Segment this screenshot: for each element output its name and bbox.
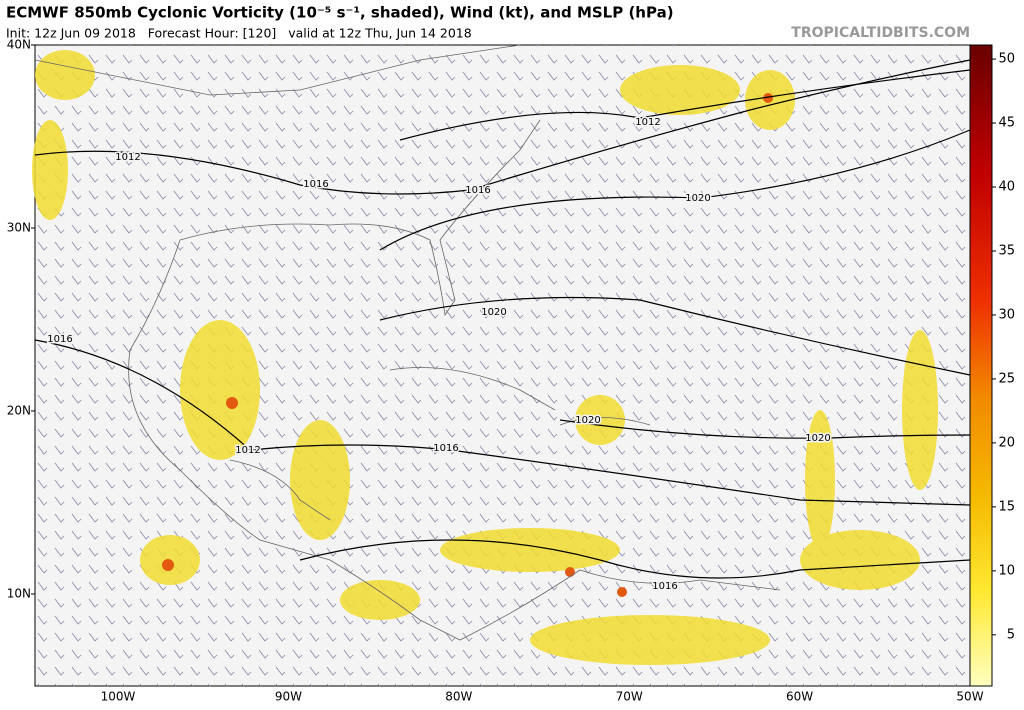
- isobar-label: 1016: [465, 185, 490, 196]
- colorbar-label: 50: [998, 52, 1015, 67]
- colorbar-label: 30: [998, 307, 1015, 322]
- colorbar-label: 20: [998, 435, 1015, 450]
- isobar-label: 1012: [115, 152, 140, 163]
- labels: 40N 30N 20N 10N 100W 90W 80W 70W 60W 50W 1012 1016 1…: [7, 38, 1015, 704]
- isobar-label: 1016: [433, 443, 458, 454]
- isobar-label: 1012: [235, 445, 260, 456]
- lat-label: 40N: [7, 38, 31, 52]
- isobar-label: 1016: [303, 179, 328, 190]
- isobar-label: 1020: [685, 193, 710, 204]
- isobar-label: 1020: [481, 307, 506, 318]
- lat-label: 20N: [7, 404, 31, 418]
- lat-label: 30N: [7, 221, 31, 235]
- title: ECMWF 850mb Cyclonic Vorticity (10⁻⁵ s⁻¹…: [6, 4, 674, 22]
- lon-label: 80W: [445, 690, 472, 704]
- colorbar-label: 25: [998, 371, 1015, 386]
- isobar-label: 1012: [635, 117, 660, 128]
- lon-label: 60W: [786, 690, 813, 704]
- colorbar-label: 45: [998, 116, 1015, 131]
- colorbar-label: 40: [998, 180, 1015, 195]
- isobar-label: 1016: [652, 581, 677, 592]
- lat-label: 10N: [7, 587, 31, 601]
- lon-label: 50W: [956, 690, 983, 704]
- isobar-label: 1016: [47, 334, 72, 345]
- map-area: [32, 44, 971, 687]
- lon-label: 100W: [101, 690, 136, 704]
- subtitle: Init: 12z Jun 09 2018 Forecast Hour: [12…: [6, 26, 472, 41]
- colorbar: [969, 44, 993, 687]
- isobar-label: 1020: [805, 433, 830, 444]
- site-name: TROPICALTIDBITS.COM: [791, 25, 970, 41]
- colorbar-label: 35: [998, 243, 1015, 258]
- isobar-label: 1020: [575, 415, 600, 426]
- colorbar-label: 10: [998, 563, 1015, 578]
- lon-label: 70W: [616, 690, 643, 704]
- colorbar-label: 15: [998, 499, 1015, 514]
- colorbar-label: 5: [1007, 627, 1015, 642]
- lon-label: 90W: [275, 690, 302, 704]
